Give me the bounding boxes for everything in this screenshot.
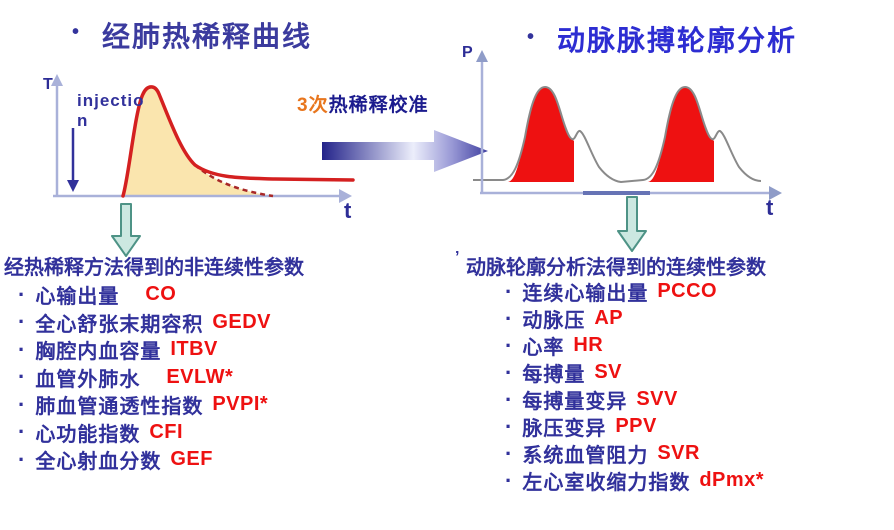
- bullet: ·: [505, 278, 513, 304]
- y-axis-arrowhead: [51, 74, 63, 86]
- left-params-header: 经热稀释方法得到的非连续性参数: [4, 257, 304, 279]
- calibration-label: 3次热稀释校准: [297, 90, 429, 117]
- pulse1-systolic-area: [508, 87, 574, 182]
- bullet: ·: [18, 391, 26, 417]
- bullet: ·: [505, 305, 513, 331]
- param-abbr: PPV: [615, 415, 657, 437]
- list-item: · 动脉压 AP: [505, 305, 764, 333]
- list-item: · 血管外肺水 EVLW*: [18, 364, 271, 392]
- right-params-list: · 连续心输出量 PCCO · 动脉压 AP · 心率 HR · 每搏量 SV …: [505, 278, 765, 495]
- bullet: ·: [505, 413, 513, 439]
- thermodilution-curve-graph: [51, 74, 355, 203]
- param-abbr: AP: [594, 307, 624, 329]
- left-x-axis-label: t: [344, 198, 352, 223]
- param-abbr: dPmx*: [699, 469, 765, 491]
- bullet: ·: [18, 446, 26, 472]
- param-label: 脉压变异: [522, 418, 607, 440]
- right-title: 动脉脉搏轮廓分析: [557, 25, 798, 56]
- param-label: 动脉压: [522, 310, 586, 332]
- x-axis-arrowhead: [769, 186, 782, 200]
- param-abbr: GEF: [170, 448, 213, 471]
- list-item: · 脉压变异 PPV: [505, 413, 764, 441]
- list-item: · 左心室收缩力指数 dPmx*: [505, 467, 765, 495]
- calibration-count: 3次: [297, 95, 329, 116]
- list-item: · 胸腔内血容量 ITBV: [18, 336, 271, 364]
- list-item: · 每搏量 SV: [505, 359, 764, 387]
- param-label: 每搏量: [522, 364, 586, 386]
- left-params-list: · 心输出量 CO · 全心舒张末期容积 GEDV · 胸腔内血容量 ITBV …: [18, 281, 271, 474]
- extrapolated-decay-dashed-line: [194, 164, 274, 198]
- param-label: 全心射血分数: [35, 451, 162, 474]
- left-y-axis-label: T: [43, 76, 53, 93]
- list-item: · 心输出量 CO: [18, 281, 271, 309]
- param-label: 心输出量: [35, 286, 120, 309]
- param-abbr: PCCO: [657, 280, 718, 302]
- list-item: · 连续心输出量 PCCO: [505, 278, 764, 306]
- pulse2-systolic-area: [648, 87, 714, 182]
- right-y-axis-label: P: [462, 44, 473, 61]
- bullet: ·: [505, 386, 513, 412]
- param-label: 心率: [522, 337, 565, 359]
- y-axis-arrowhead: [476, 50, 488, 62]
- bullet: ·: [18, 419, 26, 445]
- right-title-bullet: •: [527, 26, 535, 48]
- left-down-arrow: [111, 203, 141, 257]
- list-item: · 全心射血分数 GEF: [18, 446, 271, 474]
- bullet: ·: [18, 364, 26, 390]
- param-abbr: ITBV: [170, 338, 218, 361]
- param-abbr: CO: [145, 283, 177, 306]
- bullet: ·: [505, 332, 513, 358]
- x-axis-arrowhead: [339, 189, 352, 203]
- bullet: ·: [18, 336, 26, 362]
- param-label: 左心室收缩力指数: [522, 472, 691, 494]
- pulse-contour-graph: [473, 50, 782, 200]
- right-params-header: 动脉轮廓分析法得到的连续性参数: [466, 257, 766, 279]
- list-item: · 系统血管阻力 SVR: [505, 440, 764, 468]
- param-label: 胸腔内血容量: [35, 341, 162, 364]
- param-label: 心功能指数: [35, 423, 141, 446]
- right-down-arrow: [617, 196, 647, 252]
- param-label: 每搏量变异: [522, 391, 628, 413]
- param-abbr: CFI: [149, 420, 184, 443]
- bullet: ·: [18, 281, 26, 307]
- bullet: ·: [505, 440, 513, 466]
- pulse-waveform-line: [473, 85, 762, 184]
- thermodilution-area: [123, 86, 273, 196]
- param-label: 连续心输出量: [522, 283, 649, 305]
- bullet: ·: [505, 359, 513, 385]
- param-label: 全心舒张末期容积: [35, 313, 204, 336]
- right-x-axis-label: t: [766, 195, 774, 220]
- list-item: · 心率 HR: [505, 332, 764, 360]
- left-title: 经肺热稀释曲线: [102, 21, 313, 52]
- list-item: · 全心舒张末期容积 GEDV: [18, 309, 271, 337]
- thermodilution-line: [121, 85, 355, 198]
- param-label: 血管外肺水: [35, 368, 141, 391]
- list-item: · 心功能指数 CFI: [18, 419, 271, 447]
- left-title-bullet: •: [72, 21, 80, 43]
- param-abbr: SVR: [657, 442, 700, 464]
- param-abbr: HR: [573, 334, 604, 356]
- right-gradient-arrow: [322, 130, 488, 172]
- param-abbr: SVV: [636, 388, 678, 410]
- bullet: ·: [505, 467, 513, 493]
- list-item: · 每搏量变异 SVV: [505, 386, 764, 414]
- list-item: · 肺血管通透性指数 PVPI*: [18, 391, 271, 419]
- injection-annotation: injection: [77, 91, 145, 131]
- calibration-text: 热稀释校准: [328, 95, 429, 116]
- injection-arrow-head: [67, 180, 79, 192]
- right-header-tick: ’: [455, 249, 460, 266]
- param-abbr: SV: [594, 361, 623, 383]
- bullet: ·: [18, 309, 26, 335]
- param-label: 系统血管阻力: [522, 445, 649, 467]
- param-abbr: EVLW*: [166, 365, 234, 388]
- param-abbr: GEDV: [212, 310, 272, 333]
- param-label: 肺血管通透性指数: [35, 396, 204, 419]
- param-abbr: PVPI*: [212, 393, 269, 416]
